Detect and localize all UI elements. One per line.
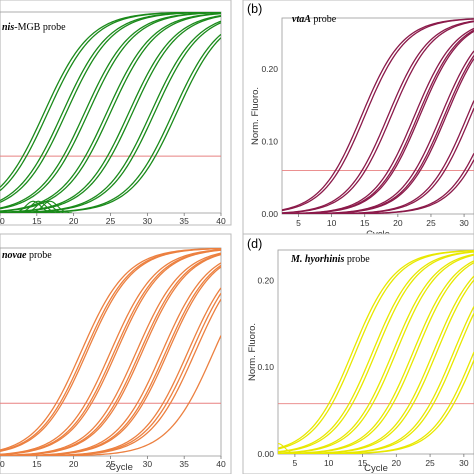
x-tick-label: 10	[0, 459, 5, 469]
panel-c: novae probe Cycle 10 15 20 25 30 35 40	[0, 233, 232, 474]
amplification-curve	[278, 251, 474, 453]
panel-d-curves	[278, 250, 474, 454]
baseline-bump	[278, 443, 297, 454]
x-tick-label: 20	[393, 218, 403, 228]
panel-d-ylabel: Norm. Fluoro.	[247, 323, 258, 381]
x-tick-label: 10	[0, 216, 5, 226]
y-tick-label: 0.00	[261, 209, 278, 219]
baseline-bump	[11, 200, 56, 213]
x-tick-label: 20	[392, 458, 402, 468]
x-tick-label: 30	[143, 459, 153, 469]
x-tick-label: 15	[358, 458, 368, 468]
y-tick-label: 0.10	[261, 136, 278, 146]
panel-d-title: M. hyorhinis probe	[290, 254, 370, 265]
panel-a-curves	[0, 12, 221, 213]
y-tick-label: 0.20	[257, 275, 274, 285]
panel-d-label: (d)	[247, 237, 262, 251]
x-tick-label: 5	[293, 458, 298, 468]
x-tick-label: 30	[459, 458, 469, 468]
panel-b-curves	[282, 18, 474, 214]
x-tick-label: 35	[179, 459, 189, 469]
amplification-curve	[0, 249, 221, 456]
amplification-curve	[0, 253, 221, 456]
x-tick-label: 15	[32, 459, 42, 469]
x-tick-label: 25	[425, 458, 435, 468]
amplification-curve	[278, 251, 474, 453]
amplification-curve	[282, 18, 474, 211]
x-tick-label: 10	[327, 218, 337, 228]
amplification-curve	[0, 335, 221, 456]
x-tick-label: 20	[69, 459, 79, 469]
panel-a-ticks: 10 15 20 25 30 35 40	[0, 213, 226, 226]
x-tick-label: 5	[296, 218, 301, 228]
amplification-curve	[0, 12, 221, 213]
amplification-curve	[0, 248, 221, 452]
amplification-curve	[0, 12, 221, 212]
baseline-bump	[16, 200, 61, 213]
panel-b-title: vtaA probe	[292, 14, 337, 25]
amplification-curve	[278, 254, 474, 454]
amplification-curve	[278, 250, 474, 450]
panel-d-ticks: 5 10 15 20 25 30 0.00 0.10 0.20	[257, 275, 468, 468]
x-tick-label: 40	[216, 216, 226, 226]
amplification-curve	[0, 37, 221, 213]
amplification-curve	[282, 30, 474, 214]
panel-b-plot-area	[281, 17, 474, 215]
amplification-curve	[278, 359, 474, 454]
panel-d-xlabel: Cycle	[364, 463, 388, 474]
amplification-curve	[282, 18, 474, 212]
x-tick-label: 30	[143, 216, 153, 226]
panel-d: (d) M. hyorhinis probe Norm. Fluoro. Cyc…	[242, 233, 474, 474]
panel-b-label: (b)	[247, 2, 262, 16]
amplification-curve	[0, 249, 221, 455]
panel-b: (b) vtaA probe Norm. Fluoro. Cycle 51015…	[242, 0, 474, 241]
amplification-curve	[282, 20, 474, 214]
amplification-curve	[278, 262, 474, 454]
panel-c-curves	[0, 248, 221, 456]
panel-c-title: novae probe	[2, 250, 52, 261]
x-tick-label: 15	[32, 216, 42, 226]
x-tick-label: 20	[69, 216, 79, 226]
amplification-curve	[0, 15, 221, 213]
panel-a-title: nis-MGB probe	[2, 22, 66, 33]
amplification-curve	[282, 20, 474, 214]
x-tick-label: 10	[324, 458, 334, 468]
x-tick-label: 35	[179, 216, 189, 226]
panel-c-xlabel: Cycle	[109, 462, 133, 473]
y-tick-label: 0.20	[261, 64, 278, 74]
panel-c-ticks: 10 15 20 25 30 35 40	[0, 456, 226, 469]
panel-a: nis-MGB probe 10 15 20 25 30 35 40	[0, 0, 232, 226]
x-tick-label: 25	[106, 459, 116, 469]
amplification-curve	[0, 12, 221, 203]
x-tick-label: 15	[360, 218, 370, 228]
panel-b-ticks: 5 10 15 20 25 30 0.00 0.10 0.20	[261, 64, 469, 228]
amplification-curve	[282, 159, 474, 214]
y-tick-label: 0.00	[257, 449, 274, 459]
x-tick-label: 30	[459, 218, 469, 228]
x-tick-label: 25	[426, 218, 436, 228]
baseline-bump	[27, 200, 73, 213]
x-tick-label: 25	[106, 216, 116, 226]
baseline-bump	[22, 200, 67, 213]
y-tick-label: 0.10	[257, 362, 274, 372]
panel-b-ylabel: Norm. Fluoro.	[250, 87, 261, 145]
x-tick-label: 40	[216, 459, 226, 469]
amplification-curve	[0, 12, 221, 210]
